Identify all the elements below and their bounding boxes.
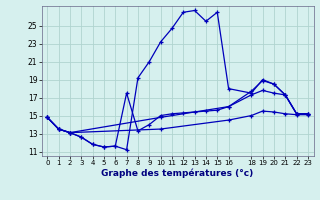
X-axis label: Graphe des températures (°c): Graphe des températures (°c) [101,169,254,178]
